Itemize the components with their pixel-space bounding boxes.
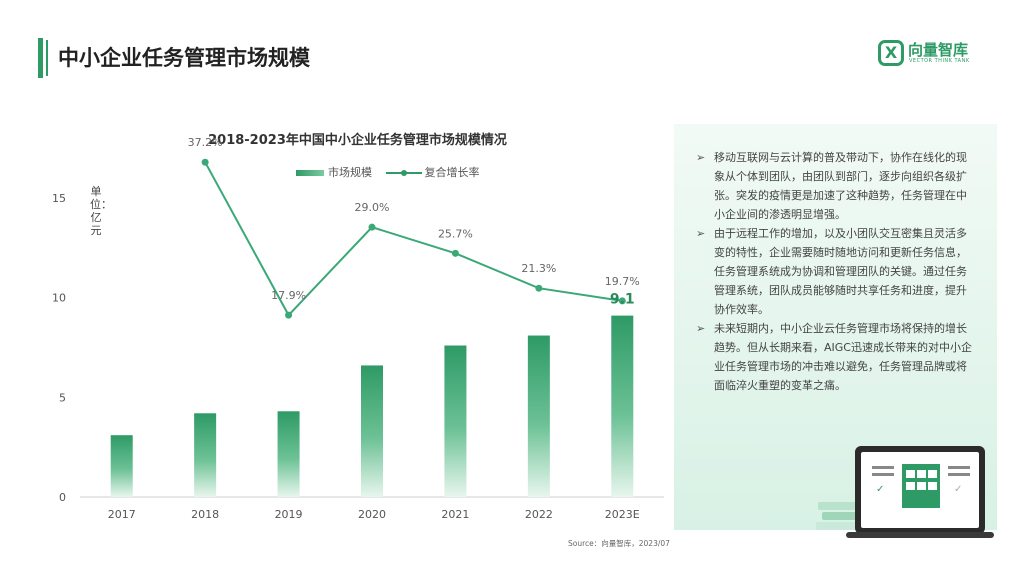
growth-line (204, 161, 623, 317)
svg-text:✓: ✓ (876, 484, 884, 495)
y-tick-label: 10 (52, 292, 66, 305)
insight-bullets: ➢ 移动互联网与云计算的普及带动下，协作在线化的现象从个体到团队，由团队到部门，… (696, 148, 976, 395)
bullet-arrow-icon: ➢ (696, 322, 706, 335)
growth-label: 37.2% (188, 136, 223, 149)
legend-line-label: 复合增长率 (424, 166, 480, 179)
growth-point (201, 158, 209, 166)
x-tick-label: 2021 (441, 508, 469, 521)
legend-bar-label: 市场规模 (328, 166, 372, 179)
chart-plot: 0 5 10 15 2017 2018 2019 2020 2021 2022 2023E 37.2%… (52, 136, 664, 521)
legend-line-swatch (385, 169, 422, 177)
x-tick-label: 2023E (605, 508, 640, 521)
bar (277, 411, 300, 497)
bullet-item: ➢ 由于远程工作的增加，以及小团队交互密集且灵活多变的特性，企业需要随时随地访问… (696, 224, 976, 319)
title-accent-bar (38, 38, 48, 78)
bar (527, 335, 550, 497)
bar-value-label: 9.1 (610, 292, 635, 308)
growth-label: 29.0% (355, 201, 390, 214)
growth-label: 17.9% (271, 289, 306, 302)
growth-label: 19.7% (605, 275, 640, 288)
bullet-text: 移动互联网与云计算的普及带动下，协作在线化的现象从个体到团队，由团队到部门，逐步… (714, 151, 967, 221)
y-tick-label: 15 (52, 192, 66, 205)
logo-subtitle: VECTOR THINK TANK (909, 58, 970, 64)
y-tick-label: 5 (59, 391, 66, 404)
x-tick-label: 2018 (191, 508, 219, 521)
page-title: 中小企业任务管理市场规模 (58, 46, 310, 70)
growth-point (451, 249, 459, 257)
bullet-item: ➢ 未来短期内，中小企业云任务管理市场将保持的增长趋势。但从长期来看，AIGC迅… (696, 319, 976, 395)
growth-label: 21.3% (521, 262, 556, 275)
growth-point (285, 311, 293, 319)
svg-text:✓: ✓ (954, 484, 962, 495)
x-tick-label: 2019 (275, 508, 303, 521)
logo-mark-icon: X (878, 40, 904, 66)
bar (194, 413, 217, 497)
x-tick-label: 2022 (525, 508, 553, 521)
bar (444, 345, 467, 497)
y-tick-label: 0 (59, 491, 66, 504)
bar (361, 365, 383, 497)
logo-name: 向量智库 (908, 41, 969, 59)
growth-label: 25.7% (438, 227, 473, 240)
x-tick-label: 2017 (108, 508, 136, 521)
bar (110, 435, 133, 497)
bullet-arrow-icon: ➢ (696, 151, 706, 164)
growth-point (618, 297, 626, 305)
chart-title: 2018-2023年中国中小企业任务管理市场规模情况 (208, 133, 507, 148)
bullet-item: ➢ 移动互联网与云计算的普及带动下，协作在线化的现象从个体到团队，由团队到部门，… (696, 148, 976, 224)
brand-logo: X 向量智库 VECTOR THINK TANK (878, 40, 988, 70)
bar (611, 315, 634, 497)
bullet-text: 未来短期内，中小企业云任务管理市场将保持的增长趋势。但从长期来看，AIGC迅速成… (714, 322, 972, 392)
bullet-text: 由于远程工作的增加，以及小团队交互密集且灵活多变的特性，企业需要随时随地访问和更… (714, 227, 967, 316)
laptop-illustration: ✓ ✓ (816, 446, 994, 538)
chart-legend: 市场规模 复合增长率 (296, 164, 480, 180)
bullet-arrow-icon: ➢ (696, 227, 706, 240)
source-note: Source：向量智库，2023/07 (568, 539, 670, 548)
growth-point (368, 223, 376, 231)
legend-bar-swatch (296, 170, 324, 176)
growth-point (535, 284, 543, 292)
x-tick-label: 2020 (358, 508, 386, 521)
